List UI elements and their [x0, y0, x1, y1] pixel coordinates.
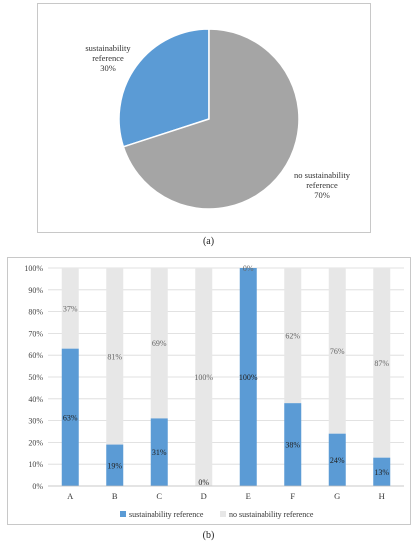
legend-swatch-1 [220, 511, 226, 517]
bar-sustainability-E [239, 268, 257, 486]
data-label-sustainability-H: 13% [374, 468, 389, 477]
data-label-sustainability-C: 31% [152, 448, 167, 457]
bar-chart-panel: 0% 10% 20% 30% 40% 50% 60% 70% 80% 90% 100% 63% 37% A… [7, 257, 411, 525]
x-tick-label-A: A [67, 491, 74, 501]
y-tick-label: 40% [28, 395, 43, 404]
pie-label-no-sustainability-line-1: reference [306, 180, 338, 190]
pie-slice-sustainability [118, 28, 210, 148]
bar-no-sustainability-H [373, 268, 391, 458]
data-label-no-sustainability-H: 87% [374, 359, 389, 368]
x-tick-label-C: C [156, 491, 162, 501]
bar-sustainability-F [284, 403, 302, 486]
legend-label-0: sustainability reference [129, 510, 204, 519]
y-tick-label: 100% [24, 264, 43, 273]
y-tick-label: 80% [28, 308, 43, 317]
x-tick-label-D: D [201, 491, 207, 501]
data-label-no-sustainability-B: 81% [107, 352, 122, 361]
x-tick-label-H: H [379, 491, 385, 501]
data-label-no-sustainability-C: 69% [152, 339, 167, 348]
bar-no-sustainability-G [328, 268, 346, 434]
y-tick-label: 10% [28, 460, 43, 469]
bar-no-sustainability-B [106, 268, 124, 445]
data-label-sustainability-F: 38% [285, 441, 300, 450]
bar-no-sustainability-F [284, 268, 302, 404]
y-tick-label: 70% [28, 329, 43, 338]
data-label-no-sustainability-F: 62% [285, 332, 300, 341]
pie-label-no-sustainability-line-0: no sustainability [294, 170, 351, 180]
pie-label-no-sustainability-line-2: 70% [314, 190, 330, 200]
bar-sustainability-A [61, 348, 79, 486]
caption-b: (b) [202, 530, 215, 541]
legend-swatch-0 [120, 511, 126, 517]
pie-chart-panel: sustainability reference 30% no sustainabil… [37, 3, 371, 233]
data-label-sustainability-G: 24% [330, 456, 345, 465]
bar-no-sustainability-C [150, 268, 168, 419]
data-label-no-sustainability-G: 76% [330, 347, 345, 356]
x-tick-label-G: G [334, 491, 340, 501]
bar-sustainability-H [373, 457, 391, 486]
y-tick-label: 50% [28, 373, 43, 382]
y-tick-label: 90% [28, 286, 43, 295]
pie-label-sustainability-line-1: reference [92, 53, 124, 63]
x-tick-label-E: E [246, 491, 251, 501]
y-tick-label: 20% [28, 438, 43, 447]
data-label-sustainability-D: 0% [198, 478, 209, 487]
pie-label-sustainability-line-2: 30% [100, 63, 116, 73]
x-tick-label-B: B [112, 491, 118, 501]
data-label-sustainability-A: 63% [63, 413, 78, 422]
x-tick-label-F: F [290, 491, 295, 501]
data-label-no-sustainability-D: 100% [194, 373, 213, 382]
bar-no-sustainability-D [195, 268, 213, 486]
y-tick-label: 60% [28, 351, 43, 360]
bar-sustainability-B [106, 444, 124, 486]
data-label-sustainability-B: 19% [107, 461, 122, 470]
data-label-no-sustainability-A: 37% [63, 304, 78, 313]
y-tick-label: 0% [32, 482, 43, 491]
bar-sustainability-G [328, 433, 346, 486]
legend-label-1: no sustainability reference [229, 510, 314, 519]
pie-label-sustainability-line-0: sustainability [85, 43, 131, 53]
bar-no-sustainability-A [61, 268, 79, 349]
caption-a: (a) [202, 236, 215, 247]
bar-sustainability-C [150, 418, 168, 486]
data-label-no-sustainability-E: 0% [243, 264, 254, 273]
data-label-sustainability-E: 100% [239, 373, 258, 382]
stacked-bar-chart: 0% 10% 20% 30% 40% 50% 60% 70% 80% 90% 100% 63% 37% A… [24, 264, 404, 519]
pie-slice-no-sustainability [122, 28, 300, 210]
y-tick-label: 30% [28, 417, 43, 426]
